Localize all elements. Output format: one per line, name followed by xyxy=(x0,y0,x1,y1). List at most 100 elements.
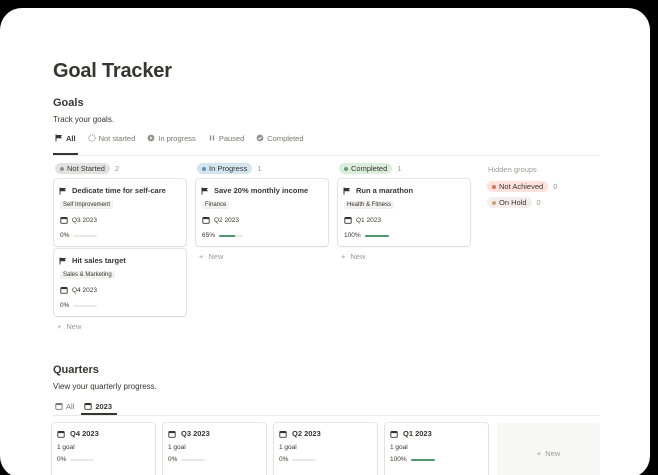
goal-title: Hit sales target xyxy=(72,256,126,265)
goal-quarter: Q3 2023 xyxy=(72,216,97,224)
plus-icon: + xyxy=(199,252,204,261)
tab-quarters-all-label: All xyxy=(66,401,75,411)
progress-label: 0% xyxy=(168,456,178,463)
calendar-icon xyxy=(60,216,68,224)
category-tag: Self Improvement xyxy=(60,201,114,209)
goal-title: Dedicate time for self-care xyxy=(72,186,166,195)
goals-heading: Goals xyxy=(53,97,84,109)
quarter-title: Q1 2023 xyxy=(403,429,432,438)
calendar-icon xyxy=(168,430,176,438)
goal-card[interactable]: Hit sales target Sales & Marketing Q4 20… xyxy=(54,249,186,316)
tab-completed-label: Completed xyxy=(267,133,304,143)
goals-subtitle: Track your goals. xyxy=(53,115,115,124)
progress-label: 100% xyxy=(344,232,361,239)
group-count: 2 xyxy=(114,164,120,173)
status-badge: Not Achieved xyxy=(487,181,549,192)
new-goal-button[interactable]: + New xyxy=(57,322,82,331)
pause-icon xyxy=(208,134,216,142)
progress-bar xyxy=(70,458,95,461)
status-dot-icon xyxy=(202,166,206,171)
progress-bar xyxy=(73,234,98,237)
quarter-title: Q2 2023 xyxy=(292,429,321,438)
progress-label: 65% xyxy=(202,232,216,239)
goal-card[interactable]: Dedicate time for self-care Self Improve… xyxy=(54,179,186,246)
progress-label: 0% xyxy=(60,232,70,239)
quarters-heading: Quarters xyxy=(53,364,99,376)
flag-icon xyxy=(59,187,67,195)
progress-label: 100% xyxy=(390,456,407,463)
category-tag: Health & Fitness xyxy=(344,201,395,209)
calendar-icon xyxy=(202,216,210,224)
new-quarter-button[interactable]: + New xyxy=(497,423,600,475)
quarters-view-tabs: All 2023 xyxy=(53,399,114,413)
calendar-icon xyxy=(84,402,92,410)
progress-label: 0% xyxy=(57,456,67,463)
hidden-groups-label: Hidden groups xyxy=(488,165,537,174)
goal-title: Save 20% monthly income xyxy=(214,186,309,195)
quarter-title: Q3 2023 xyxy=(181,429,210,438)
tab-all[interactable]: All xyxy=(53,131,78,145)
tab-in-progress-label: In progress xyxy=(158,133,196,143)
hidden-group-not-achieved[interactable]: Not Achieved 0 xyxy=(487,181,557,192)
new-goal-button[interactable]: + New xyxy=(199,252,224,261)
status-badge: On Hold xyxy=(487,197,532,208)
quarters-subtitle: View your quarterly progress. xyxy=(53,382,157,391)
goal-title: Run a marathon xyxy=(356,186,414,195)
group-header-in-progress[interactable]: In Progress 1 xyxy=(197,163,262,174)
status-badge: In Progress xyxy=(197,163,253,174)
quarter-card[interactable]: Q3 2023 1 goal 0% xyxy=(163,423,266,475)
progress-fill xyxy=(410,458,435,461)
plus-icon: + xyxy=(536,448,542,458)
tab-paused[interactable]: Paused xyxy=(206,131,246,145)
tab-not-started-label: Not started xyxy=(98,133,136,143)
tab-quarters-2023[interactable]: 2023 xyxy=(82,399,114,413)
quarter-card[interactable]: Q4 2023 1 goal 0% xyxy=(52,423,155,475)
tab-not-started[interactable]: Not started xyxy=(86,131,138,145)
group-header-completed[interactable]: Completed 1 xyxy=(339,163,401,174)
goal-quarter: Q1 2023 xyxy=(356,216,381,224)
progress-bar xyxy=(292,458,317,461)
flag-icon xyxy=(343,187,351,195)
status-dot-icon xyxy=(492,200,496,205)
hidden-group-on-hold[interactable]: On Hold 0 xyxy=(487,197,541,208)
goal-count: 1 goal xyxy=(390,444,408,451)
tab-in-progress[interactable]: In progress xyxy=(145,131,198,145)
calendar-icon xyxy=(55,402,63,410)
progress-bar xyxy=(364,234,389,237)
goal-count: 1 goal xyxy=(57,444,75,451)
plus-icon: + xyxy=(57,322,62,331)
active-tab-indicator xyxy=(81,413,117,415)
calendar-icon xyxy=(60,286,68,294)
goal-card[interactable]: Save 20% monthly income Finance Q2 2023 … xyxy=(196,179,328,246)
progress-bar xyxy=(219,234,244,237)
tab-paused-label: Paused xyxy=(218,133,245,143)
new-goal-button[interactable]: + New xyxy=(341,252,366,261)
plus-icon: + xyxy=(341,252,346,261)
tab-completed[interactable]: Completed xyxy=(254,131,305,145)
status-dot-icon xyxy=(344,166,348,171)
calendar-icon xyxy=(57,430,65,438)
page-title: Goal Tracker xyxy=(53,60,172,82)
progress-label: 0% xyxy=(60,302,70,309)
goals-view-tabs: All Not started In progress Paused Compl… xyxy=(53,131,306,145)
category-tag: Sales & Marketing xyxy=(60,271,115,279)
circle-dashed-icon xyxy=(87,134,96,142)
calendar-icon xyxy=(390,430,398,438)
goal-count: 1 goal xyxy=(279,444,297,451)
app-frame: Goal Tracker Goals Track your goals. All… xyxy=(0,8,650,475)
category-tag: Finance xyxy=(202,201,230,209)
quarters-tabs-divider xyxy=(53,415,600,416)
status-dot-icon xyxy=(492,184,496,189)
check-circle-icon xyxy=(256,134,264,142)
goal-quarter: Q4 2023 xyxy=(72,286,97,294)
progress-bar xyxy=(410,458,435,461)
quarter-card[interactable]: Q2 2023 1 goal 0% xyxy=(274,423,377,475)
tab-quarters-2023-label: 2023 xyxy=(95,401,113,411)
goal-count: 1 goal xyxy=(168,444,186,451)
group-header-not-started[interactable]: Not Started 2 xyxy=(55,163,119,174)
tab-quarters-all[interactable]: All xyxy=(53,399,76,413)
goal-card[interactable]: Run a marathon Health & Fitness Q1 2023 … xyxy=(338,179,470,246)
calendar-icon xyxy=(279,430,287,438)
group-count: 0 xyxy=(553,182,558,191)
quarter-card[interactable]: Q1 2023 1 goal 100% xyxy=(385,423,488,475)
